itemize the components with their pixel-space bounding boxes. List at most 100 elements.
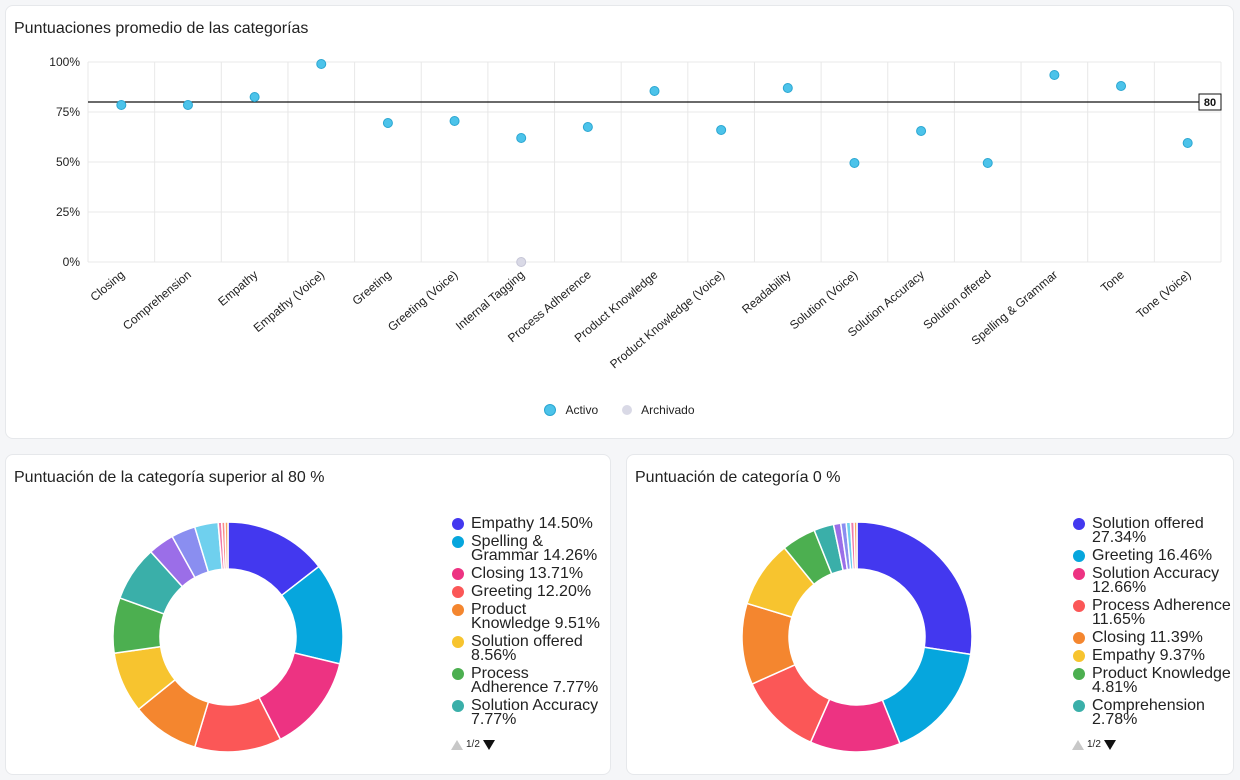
legend-dot	[452, 700, 464, 712]
y-tick-label: 25%	[56, 205, 80, 219]
x-tick-label: Empathy	[215, 268, 260, 309]
legend-label: Closing 11.39%	[1092, 629, 1203, 646]
threshold-label-box	[1198, 93, 1222, 111]
legend-item[interactable]: Process Adherence 11.65%	[1073, 598, 1233, 628]
point-active[interactable]	[649, 86, 660, 96]
legend-label: Solution Accuracy 7.77%	[471, 697, 599, 728]
pager-next-icon[interactable]	[1103, 739, 1116, 750]
point-active[interactable]	[916, 126, 927, 136]
donut-left-chart	[112, 521, 344, 753]
legend-item[interactable]: Solution Accuracy 12.66%	[1073, 566, 1233, 596]
donut-left-title: Puntuación de la categoría superior al 8…	[14, 469, 325, 486]
x-tick-label: Comprehension	[120, 268, 194, 333]
donut-right-pager: 1/2	[1072, 739, 1116, 750]
legend-item[interactable]: Solution offered 8.56%	[452, 634, 607, 664]
scatter-title: Puntuaciones promedio de las categorías	[14, 20, 309, 37]
legend-dot	[1073, 568, 1085, 580]
point-active[interactable]	[716, 125, 727, 135]
legend-archived-label: Archivado	[641, 403, 695, 417]
legend-dot	[1073, 550, 1085, 562]
legend-item[interactable]: Closing 11.39%	[1073, 629, 1233, 646]
point-active[interactable]	[249, 92, 260, 102]
donut-right-card: Puntuación de categoría 0 % Solution off…	[626, 454, 1234, 775]
legend-item[interactable]: Empathy 9.37%	[1073, 647, 1233, 664]
point-active[interactable]	[1049, 70, 1060, 80]
legend-archived-dot	[622, 405, 633, 415]
legend-dot	[1073, 668, 1085, 680]
point-active[interactable]	[516, 133, 527, 143]
x-tick-label: Internal Tagging	[453, 268, 527, 333]
legend-label: Product Knowledge 4.81%	[1092, 665, 1231, 696]
x-tick-label: Closing	[88, 268, 128, 304]
legend-label: Comprehension 2.78%	[1092, 697, 1205, 728]
legend-dot	[1073, 518, 1085, 530]
legend-dot	[452, 604, 464, 616]
point-active[interactable]	[182, 100, 193, 110]
point-active[interactable]	[449, 116, 460, 126]
donut-slice[interactable]	[224, 521, 229, 570]
point-active[interactable]	[1116, 81, 1127, 91]
donut-right-title: Puntuación de categoría 0 %	[635, 469, 841, 486]
legend-item[interactable]: Greeting 16.46%	[1073, 548, 1233, 564]
legend-label: Product Knowledge 9.51%	[471, 601, 600, 632]
point-active[interactable]	[849, 158, 860, 168]
legend-item[interactable]: Closing 13.71%	[452, 565, 607, 582]
legend-item[interactable]: Comprehension 2.78%	[1073, 697, 1233, 728]
x-tick-label: Greeting	[350, 268, 394, 308]
legend-label: Empathy 9.37%	[1092, 647, 1205, 664]
donut-slice[interactable]	[856, 521, 973, 656]
legend-archived[interactable]: Archivado	[622, 403, 695, 417]
y-tick-label: 100%	[49, 55, 80, 69]
point-archived[interactable]	[516, 257, 527, 267]
pager-next-icon[interactable]	[482, 739, 495, 750]
legend-active-dot	[544, 404, 557, 416]
threshold-label: 80	[1204, 97, 1216, 109]
pager-prev-icon[interactable]	[1072, 739, 1084, 750]
donut-right-legend: Solution offered 27.34% Greeting 16.46% So…	[1073, 517, 1233, 729]
legend-item[interactable]: Greeting 12.20%	[452, 584, 607, 600]
point-active[interactable]	[782, 83, 793, 93]
legend-active-label: Activo	[565, 403, 599, 417]
point-active[interactable]	[116, 100, 127, 110]
legend-dot	[1073, 632, 1085, 644]
legend-item[interactable]: Solution offered 27.34%	[1073, 517, 1233, 546]
legend-label: Solution offered 27.34%	[1092, 517, 1204, 546]
legend-item[interactable]: Process Adherence 7.77%	[452, 665, 607, 696]
legend-item[interactable]: Empathy 14.50%	[452, 517, 607, 532]
donut-right-chart	[741, 521, 973, 753]
legend-dot	[1073, 600, 1085, 612]
pager-text: 1/2	[1087, 739, 1101, 750]
legend-item[interactable]: Product Knowledge 4.81%	[1073, 665, 1233, 696]
legend-active[interactable]: Activo	[544, 403, 598, 417]
donut-slice[interactable]	[881, 646, 972, 745]
legend-dot	[1073, 700, 1085, 712]
x-tick-label: Empathy (Voice)	[251, 268, 327, 335]
point-active[interactable]	[1182, 138, 1193, 148]
pager-prev-icon[interactable]	[451, 739, 463, 750]
point-active[interactable]	[582, 122, 593, 132]
legend-dot	[1073, 650, 1085, 662]
legend-item[interactable]: Solution Accuracy 7.77%	[452, 697, 607, 728]
scatter-legend: Activo Archivado	[6, 403, 1233, 417]
legend-dot	[452, 586, 464, 598]
legend-item[interactable]: Spelling & Grammar 14.26%	[452, 534, 607, 564]
legend-dot	[452, 536, 464, 548]
donut-left-card: Puntuación de la categoría superior al 8…	[5, 454, 611, 775]
pager-text: 1/2	[466, 739, 480, 750]
donut-left-pager: 1/2	[451, 739, 495, 750]
legend-item[interactable]: Product Knowledge 9.51%	[452, 601, 607, 632]
legend-label: Closing 13.71%	[471, 565, 584, 582]
point-active[interactable]	[316, 59, 327, 69]
y-tick-label: 50%	[56, 155, 80, 169]
y-tick-label: 0%	[63, 255, 81, 269]
donut-left-legend: Empathy 14.50% Spelling & Grammar 14.26% C…	[452, 517, 607, 731]
y-tick-label: 75%	[56, 105, 80, 119]
legend-dot	[452, 518, 464, 530]
x-tick-label: Product Knowledge (Voice)	[607, 268, 727, 372]
x-tick-label: Greeting (Voice)	[385, 268, 460, 334]
legend-label: Process Adherence 7.77%	[471, 665, 599, 696]
donut-slice[interactable]	[853, 521, 858, 570]
point-active[interactable]	[982, 158, 993, 168]
point-active[interactable]	[382, 118, 393, 128]
